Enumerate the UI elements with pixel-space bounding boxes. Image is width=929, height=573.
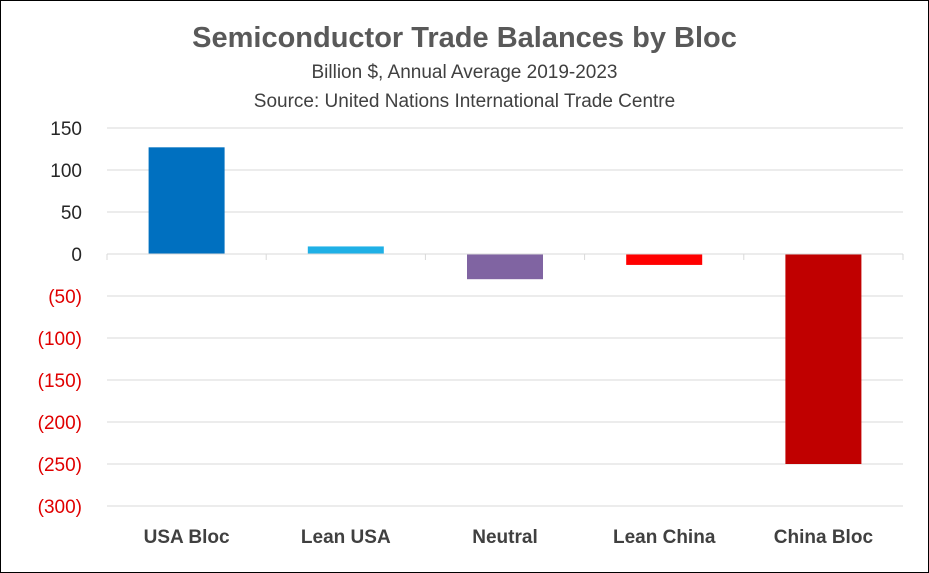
x-axis — [106, 253, 904, 260]
bars — [148, 147, 862, 464]
y-tick-label: (50) — [48, 287, 82, 308]
bar — [307, 246, 384, 254]
chart-source: Source: United Nations International Tra… — [253, 91, 676, 112]
gridlines — [107, 127, 903, 507]
y-tick-label: 150 — [50, 119, 82, 140]
y-tick-label: 0 — [71, 245, 82, 266]
x-tick-label: Neutral — [472, 527, 537, 548]
bar — [626, 254, 703, 265]
bar — [148, 147, 225, 254]
y-tick-label: (100) — [38, 329, 82, 350]
x-tick-label: China Bloc — [774, 527, 874, 548]
bar — [467, 254, 543, 280]
bar — [785, 254, 862, 464]
x-axis-ticks: USA Bloc Lean USA Neutral Lean China China B… — [144, 527, 874, 548]
x-tick-label: USA Bloc — [144, 527, 230, 548]
chart-subtitle: Billion $, Annual Average 2019-2023 — [311, 62, 618, 83]
x-tick-label: Lean China — [613, 527, 716, 548]
y-tick-label: 50 — [61, 203, 82, 224]
y-tick-label: (200) — [38, 413, 82, 434]
y-tick-label: (150) — [38, 371, 82, 392]
y-tick-label: (300) — [38, 497, 82, 518]
chart-title: Semiconductor Trade Balances by Bloc — [192, 22, 737, 54]
x-tick-label: Lean USA — [301, 527, 391, 548]
y-tick-label: (250) — [38, 455, 82, 476]
y-axis-ticks: 150 100 50 0 (50) (100) (150) (200) (250) (300) — [38, 119, 82, 518]
y-tick-label: 100 — [50, 161, 82, 182]
